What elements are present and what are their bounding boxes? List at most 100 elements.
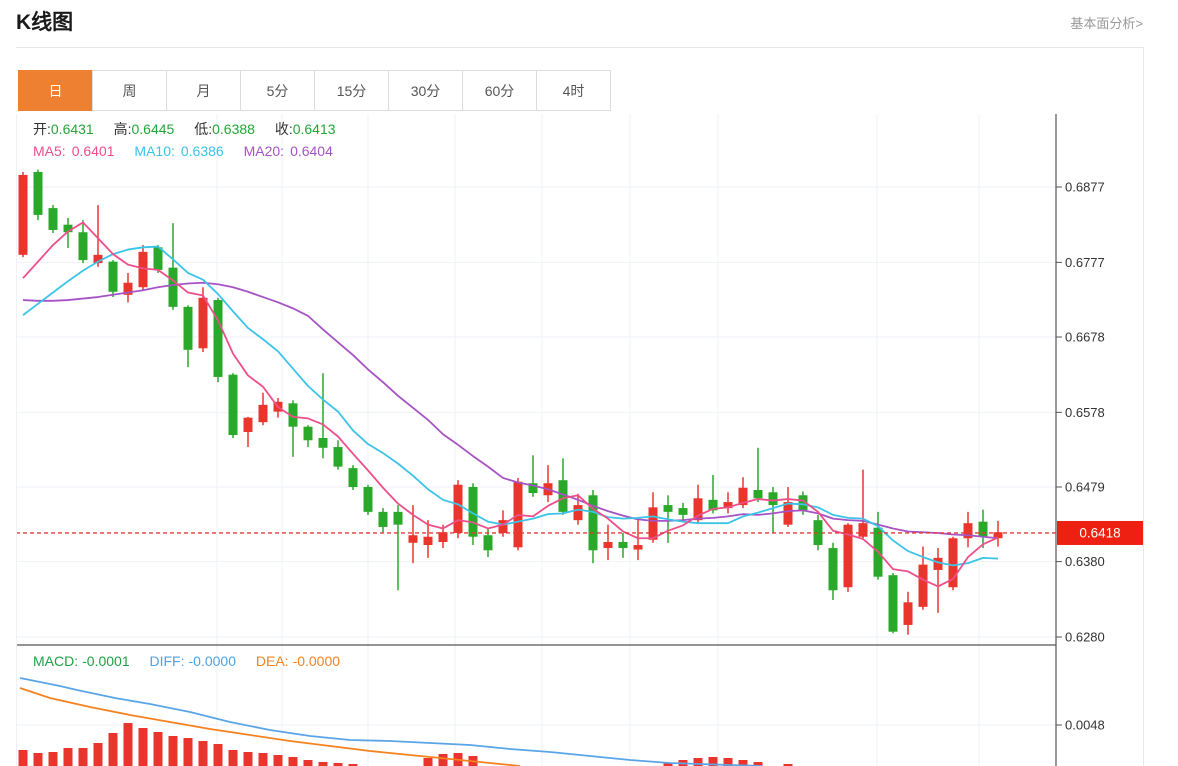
candle-body: [573, 505, 583, 521]
tab-60min[interactable]: 60分: [462, 70, 537, 111]
candle-body: [363, 486, 373, 512]
macd-hist-bar: [33, 753, 43, 766]
macd-hist-bar: [438, 754, 448, 766]
candle-body: [48, 208, 58, 230]
macd-value: -0.0001: [82, 653, 130, 669]
macd-hist-bar: [153, 732, 163, 766]
candle-body: [858, 523, 868, 537]
tab-week[interactable]: 周: [92, 70, 167, 111]
tab-5min[interactable]: 5分: [240, 70, 315, 111]
ma5-value: 0.6401: [71, 143, 115, 159]
macd-hist-bar: [783, 764, 793, 766]
candle-body: [378, 511, 388, 527]
tab-month[interactable]: 月: [166, 70, 241, 111]
ma20-line: [22, 281, 999, 540]
candle-body: [483, 535, 493, 551]
candle-body: [888, 575, 898, 632]
chart-left-border: [16, 114, 17, 766]
open-label: 开:: [33, 121, 51, 137]
candle-body: [258, 404, 268, 423]
dea-label: DEA:: [255, 653, 289, 669]
macd-panel: [18, 677, 793, 766]
candle-body: [498, 520, 508, 533]
fundamental-analysis-link[interactable]: 基本面分析>: [1070, 16, 1143, 31]
macd-hist-bar: [723, 758, 733, 766]
macd-hist-bar: [273, 755, 283, 766]
macd-hist-bar: [243, 752, 253, 766]
dea-value: -0.0000: [292, 653, 341, 669]
macd-label: MACD:: [33, 653, 79, 669]
candle-body: [213, 300, 223, 377]
candle-body: [603, 542, 613, 549]
tab-15min[interactable]: 15分: [314, 70, 389, 111]
candle-body: [768, 492, 778, 506]
ma10-value: 0.6386: [180, 143, 224, 159]
y-axis-label: 0.6380: [1065, 554, 1105, 569]
candle-body: [918, 564, 928, 607]
candle-body: [558, 480, 568, 512]
candle-body: [693, 498, 703, 521]
y-axis-label: 0.6280: [1065, 629, 1105, 644]
candle-body: [408, 535, 418, 543]
ma-info-row: MA5: 0.6401 MA10: 0.6386 MA20: 0.6404: [33, 143, 333, 159]
macd-hist-bar: [753, 762, 763, 766]
candle-body: [348, 468, 358, 487]
candle-body: [948, 538, 958, 588]
close-label: 收:: [274, 121, 293, 137]
candle-body: [723, 502, 733, 509]
macd-hist-bar: [708, 757, 718, 766]
candle-body: [783, 502, 793, 525]
candle-body: [228, 374, 238, 435]
candle-body: [843, 524, 853, 588]
ohlc-info-row: 开:0.6431 高:0.6445 低:0.6388 收:0.6413: [33, 119, 336, 139]
candle-body: [198, 297, 208, 349]
macd-hist-bar: [168, 736, 178, 766]
y-axis-label: 0.6678: [1065, 329, 1105, 344]
y-axis-label: 0.6877: [1065, 180, 1105, 195]
candle-body: [753, 490, 763, 499]
candle-body: [168, 267, 178, 307]
open-value: 0.6431: [50, 121, 94, 137]
candle-body: [468, 486, 478, 537]
candle-body: [663, 505, 673, 512]
macd-hist-bar: [108, 733, 118, 766]
macd-hist-bar: [423, 758, 433, 766]
macd-hist-bar: [258, 753, 268, 766]
ma5-line: [22, 221, 999, 588]
candle-body: [993, 532, 1003, 539]
low-value: 0.6388: [212, 121, 255, 137]
macd-info-row: MACD: -0.0001 DIFF: -0.0000 DEA: -0.0000: [33, 653, 340, 669]
candle-body: [618, 542, 628, 549]
macd-hist-bar: [318, 762, 328, 766]
candle-body: [243, 417, 253, 432]
candle-body: [393, 511, 403, 525]
diff-value: -0.0000: [188, 653, 236, 669]
macd-hist-bar: [693, 758, 703, 766]
candle-body: [93, 254, 103, 264]
tab-30min[interactable]: 30分: [388, 70, 463, 111]
current-price-badge-text: 0.6418: [1079, 525, 1120, 540]
current-price-badge: [1057, 520, 1143, 545]
candle-body: [63, 224, 73, 233]
candle-body: [333, 447, 343, 467]
macd-hist-bar: [78, 748, 88, 766]
candle-body: [183, 306, 193, 350]
macd-hist-bar: [48, 752, 58, 766]
candle-body: [288, 403, 298, 427]
tab-day[interactable]: 日: [18, 70, 93, 111]
macd-hist-bar: [348, 764, 358, 766]
tab-4hour[interactable]: 4时: [536, 70, 611, 111]
candle-body: [528, 483, 538, 494]
macd-hist-bar: [198, 741, 208, 766]
candle-body: [423, 536, 433, 546]
high-label: 高:: [113, 121, 132, 137]
candle-body: [828, 548, 838, 591]
high-value: 0.6445: [131, 121, 175, 137]
macd-hist-bar: [63, 748, 73, 766]
candle-body: [153, 247, 163, 270]
ma10-line: [22, 245, 999, 567]
candle-body: [18, 174, 28, 255]
macd-hist-bar: [228, 750, 238, 766]
